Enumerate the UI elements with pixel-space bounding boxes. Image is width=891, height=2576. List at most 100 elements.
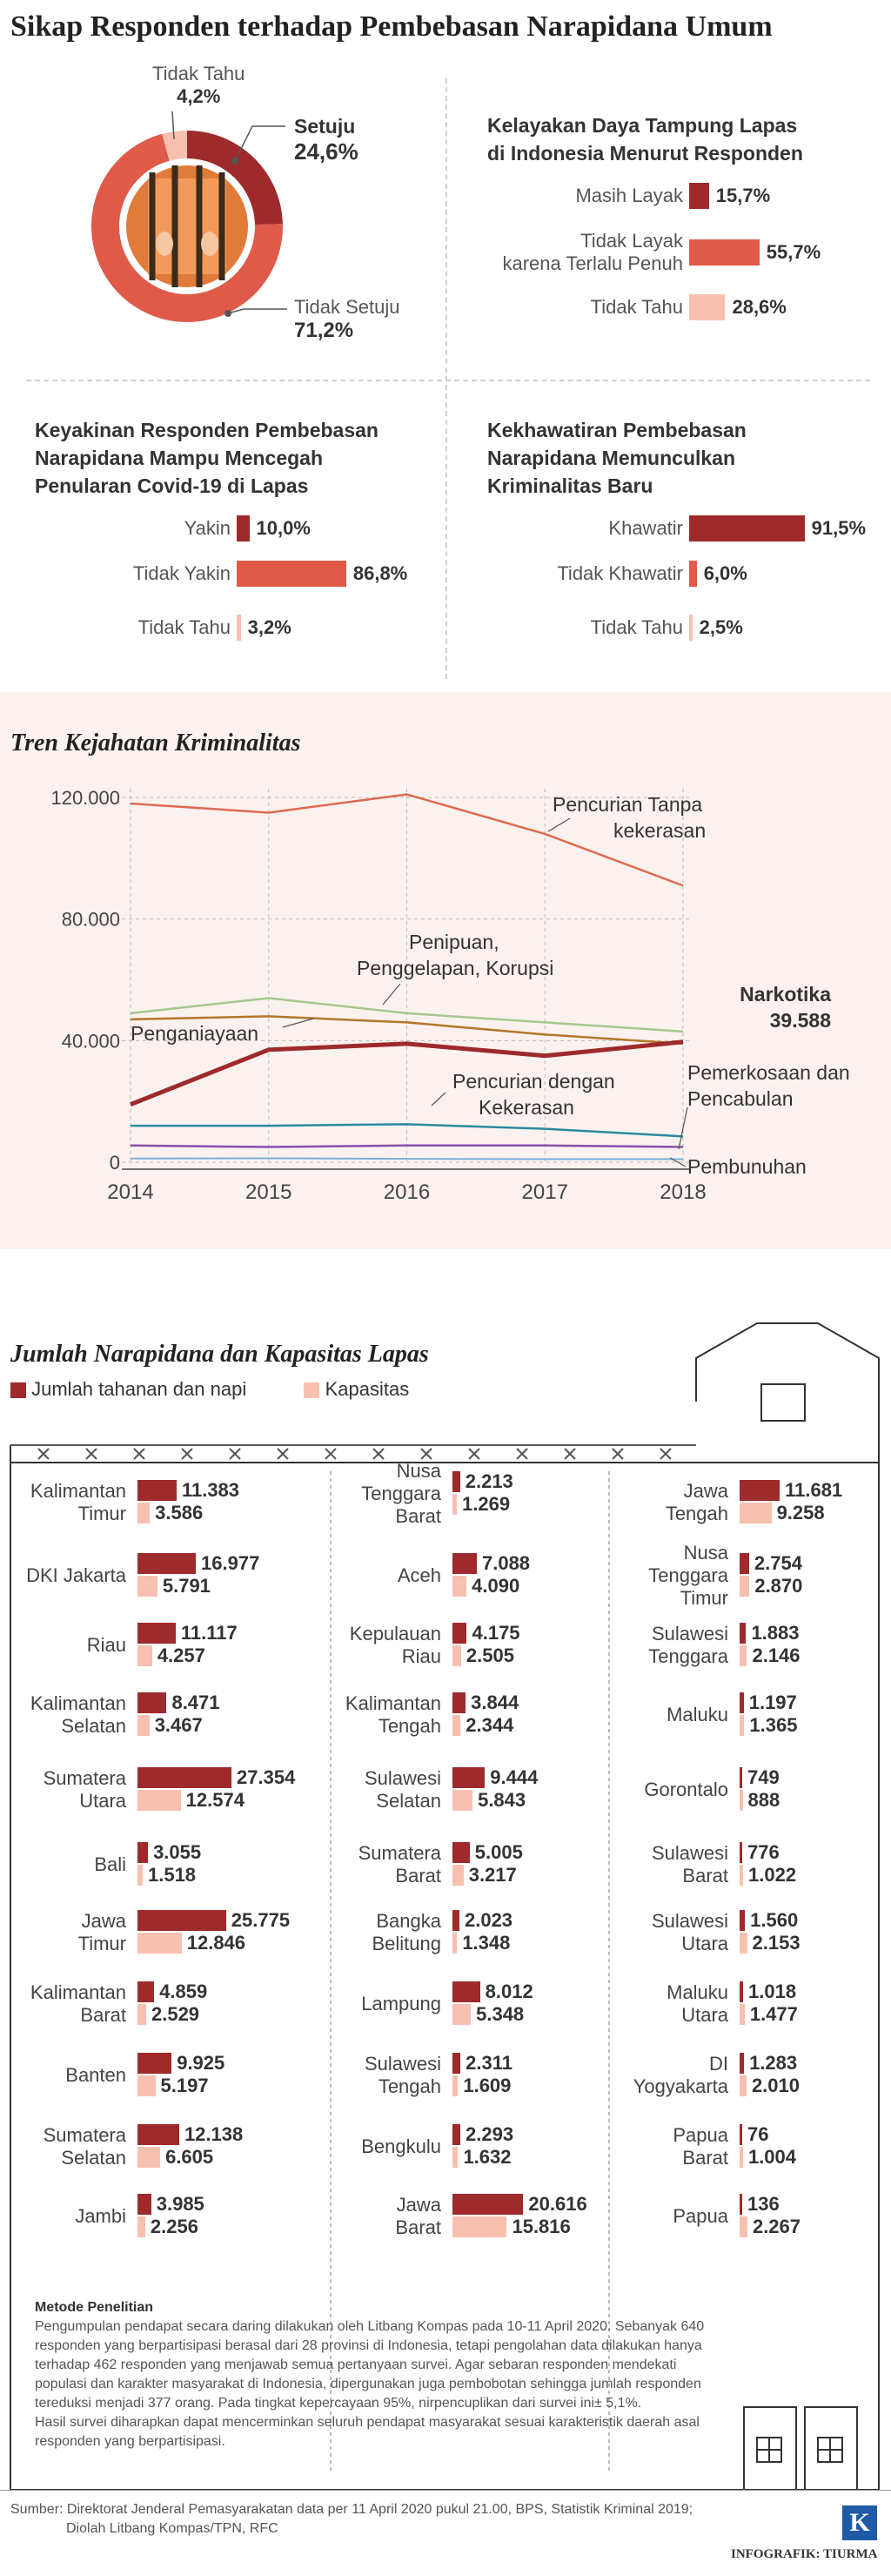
sumber: Sumber: Direktorat Jenderal Pemasyarakat… — [10, 2500, 693, 2539]
province-row: Jambi 3.985 2.256 — [0, 2194, 891, 2263]
province-row: Sulawesi Utara 1.560 2.153 — [0, 1910, 891, 1980]
legend-swatch-napi — [10, 1382, 26, 1399]
series-label: Pencabulan — [687, 1087, 794, 1110]
value-kapasitas: 2.256 — [150, 2216, 198, 2237]
province-row: Papua 136 2.267 — [0, 2194, 891, 2263]
label-leader — [382, 983, 401, 1006]
value-kapasitas: 2.870 — [754, 1575, 803, 1597]
bar-kapasitas — [137, 1645, 152, 1666]
panel-title: Kekhawatiran Pembebasan Narapidana Memunc… — [487, 419, 747, 497]
bar-napi — [452, 1842, 470, 1863]
series-label: Pembunuhan — [687, 1155, 807, 1178]
province-name: Papua Barat — [673, 2124, 728, 2169]
bar-label: Khawatir — [608, 517, 683, 539]
bar-kapasitas — [452, 2075, 459, 2096]
series-label: Penipuan, — [409, 931, 499, 953]
bar-napi — [740, 1623, 747, 1644]
page-title: Sikap Responden terhadap Pembebasan Nara… — [10, 10, 773, 43]
value-napi: 1.197 — [748, 1692, 797, 1713]
x-tick-label: 2017 — [522, 1180, 568, 1204]
series-label: Penggelapan, Korupsi — [357, 957, 553, 979]
bar-label: Tidak Khawatir — [557, 562, 683, 584]
y-tick-label: 0 — [110, 1152, 120, 1174]
kompas-logo: K — [842, 2505, 877, 2540]
series-label: kekerasan — [613, 819, 706, 842]
province-row: Maluku Utara 1.018 1.477 — [0, 1981, 891, 2051]
bar-label: Masih Layak — [575, 185, 683, 206]
bar-napi — [137, 1842, 149, 1863]
value-kapasitas: 5.843 — [478, 1789, 526, 1811]
bar-kapasitas — [452, 2004, 472, 2025]
value-napi: 749 — [747, 1766, 780, 1788]
province-row: Jawa Tengah 11.681 9.258 — [0, 1480, 891, 1550]
bar-label: Yakin — [184, 517, 231, 539]
value-kapasitas: 3.217 — [468, 1864, 517, 1886]
metode-line: tereduksi menjadi 377 orang. Pada tingka… — [35, 2396, 642, 2411]
prisoner-illustration — [126, 165, 248, 287]
bar-napi — [740, 1692, 744, 1713]
value-napi: 20.616 — [528, 2193, 587, 2215]
value-kapasitas: 888 — [747, 1789, 780, 1811]
bar-kapasitas — [137, 1576, 157, 1597]
bar-napi — [137, 2194, 151, 2215]
legend-swatch-kapasitas — [304, 1382, 320, 1399]
value-kapasitas: 2.146 — [752, 1644, 801, 1666]
province-row: Kalimantan Tengah 3.844 2.344 — [0, 1692, 891, 1762]
metode-line: Pengumpulan pendapat secara daring dilak… — [35, 2319, 705, 2334]
bar — [237, 515, 250, 541]
donut-slice-tidak-setuju — [91, 133, 284, 322]
province-name: Lampung — [361, 1993, 441, 2014]
metode-line: terhadap 462 responden yang menjawab sem… — [35, 2357, 677, 2372]
panel-title: Keyakinan Responden Pembebasan Narapidana… — [35, 419, 379, 497]
bar-kapasitas — [137, 1933, 182, 1954]
bar-kapasitas — [452, 2216, 507, 2237]
bar-kapasitas — [452, 1645, 461, 1666]
value-napi: 76 — [747, 2123, 769, 2145]
bar-value: 91,5% — [811, 517, 867, 539]
series-label: Kekerasan — [479, 1096, 574, 1119]
sumber-line-2: Diolah Litbang Kompas/TPN, RFC — [66, 2521, 278, 2536]
value-kapasitas: 2.153 — [752, 1932, 801, 1954]
bar-kapasitas — [452, 1790, 473, 1811]
province-name: Nusa Tenggara Barat — [361, 1460, 441, 1527]
bar-napi — [740, 1480, 780, 1501]
value-napi: 3.844 — [471, 1692, 519, 1713]
value-kapasitas: 1.609 — [463, 2075, 512, 2096]
bar-napi — [740, 2194, 742, 2215]
bar-kapasitas — [137, 2216, 145, 2237]
tren-title: Tren Kejahatan Kriminalitas — [10, 730, 301, 757]
value-kapasitas: 1.348 — [462, 1932, 511, 1954]
bar-kapasitas — [740, 1790, 743, 1811]
value-napi: 8.012 — [485, 1981, 533, 2002]
metode-line: populasi dan karakter masyarakat di Indo… — [35, 2377, 701, 2391]
series-line-penipuan-penggelapan-korupsi — [130, 997, 684, 1033]
province-row: Sulawesi Barat 776 1.022 — [0, 1842, 891, 1912]
bar-napi — [452, 2124, 461, 2145]
province-name: Jawa Timur — [77, 1910, 126, 1954]
bar-napi — [452, 1981, 480, 2002]
tren-section — [0, 692, 891, 1249]
province-row: Gorontalo 749 888 — [0, 1767, 891, 1837]
province-name: Papua — [673, 2205, 728, 2227]
province-row: Riau 11.117 4.257 — [0, 1623, 891, 1692]
value-kapasitas: 2.010 — [751, 2075, 800, 2096]
province-name: Kepulauan Riau — [349, 1623, 441, 1667]
value-napi: 136 — [747, 2193, 780, 2215]
infografik-credit: INFOGRAFIK: TIURMA — [731, 2547, 878, 2561]
province-row: DI Yogyakarta 1.283 2.010 — [0, 2053, 891, 2122]
bar-kapasitas — [452, 1715, 461, 1736]
province-row: Kalimantan Timur 11.383 3.586 — [0, 1480, 891, 1550]
province-row: Bangka Belitung 2.023 1.348 — [0, 1910, 891, 1980]
bar-kapasitas — [740, 1933, 747, 1954]
value-kapasitas: 1.269 — [462, 1493, 511, 1515]
province-name: Sulawesi Tengah — [364, 2053, 441, 2097]
value-kapasitas: 1.632 — [463, 2146, 512, 2168]
y-tick-label: 120.000 — [50, 787, 120, 809]
value-napi: 9.925 — [177, 2052, 225, 2074]
metode-line: Hasil survei diharapkan dapat mencermink… — [35, 2415, 700, 2430]
bar-label: Tidak Tahu — [590, 616, 683, 638]
panel-kekhawatiran: Kekhawatiran Pembebasan Narapidana Memunc… — [487, 416, 888, 677]
x-tick-label: 2016 — [384, 1180, 430, 1204]
province-name: Jambi — [75, 2205, 126, 2227]
divider-vertical — [446, 78, 447, 679]
